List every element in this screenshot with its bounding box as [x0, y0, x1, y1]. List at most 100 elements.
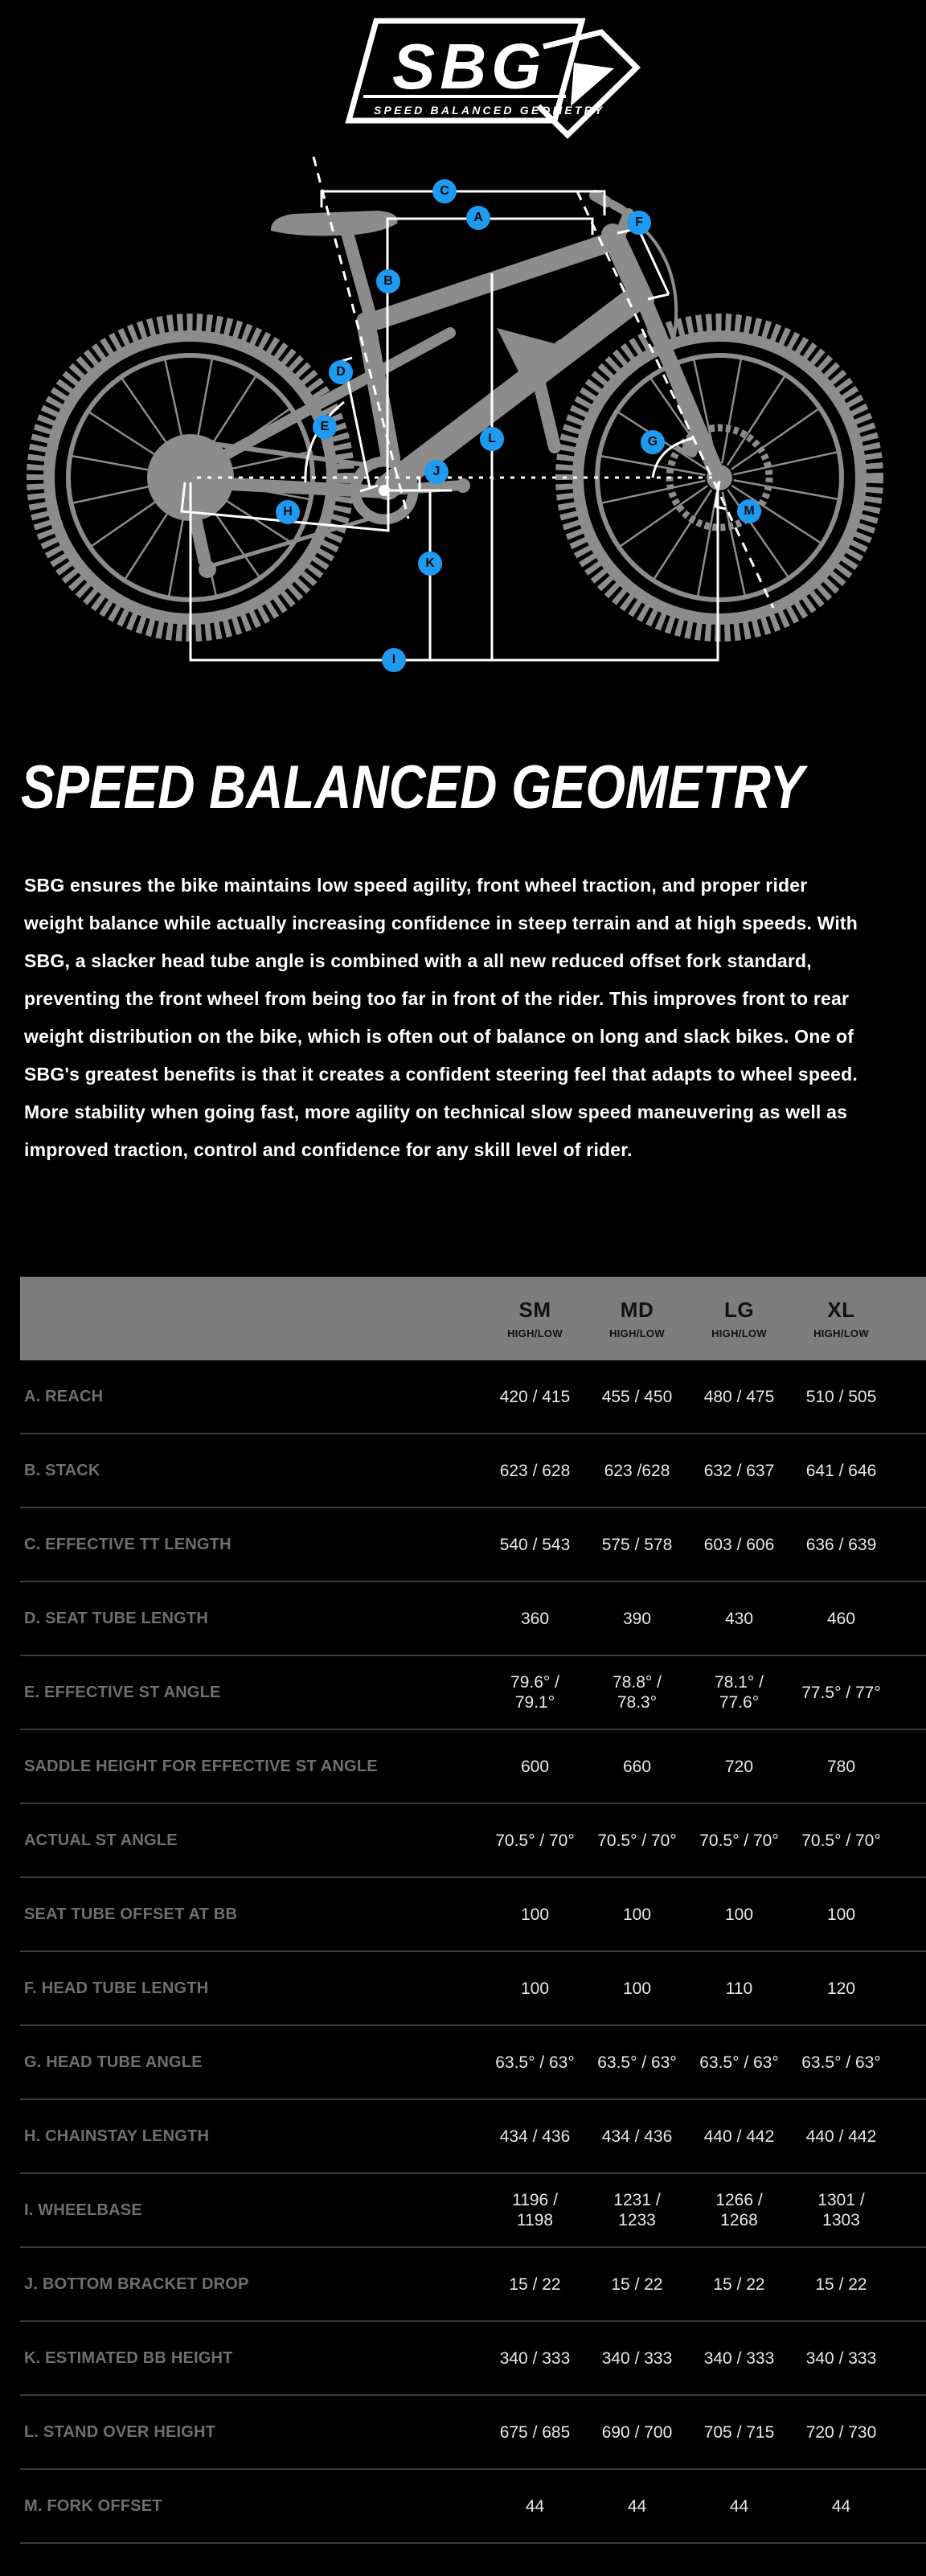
- top-tube: [368, 232, 622, 330]
- intro-paragraph: SBG ensures the bike maintains low speed…: [24, 875, 858, 1160]
- cell-xl: 63.5° / 63°: [801, 2053, 881, 2072]
- derailleur-icon: [188, 513, 211, 564]
- size-label: MD: [620, 1298, 654, 1322]
- row-label: I. WHEELBASE: [24, 2201, 142, 2219]
- cell-xl: 510 / 505: [805, 1387, 877, 1406]
- label-letter: L: [488, 432, 496, 445]
- diagram-label-i: I: [382, 648, 406, 672]
- table-row: SADDLE HEIGHT FOR EFFECTIVE ST ANGLE 600…: [20, 1730, 926, 1804]
- page-title: SPEED BALANCED GEOMETRY: [21, 753, 805, 822]
- down-tube: [375, 283, 652, 500]
- cell-lg: 632 / 637: [703, 1461, 775, 1480]
- row-label: H. CHAINSTAY LENGTH: [24, 2127, 210, 2145]
- cell-sm: 675 / 685: [499, 2422, 571, 2442]
- cell-xl: 340 / 333: [805, 2348, 877, 2368]
- row-label: D. SEAT TUBE LENGTH: [24, 1609, 208, 1627]
- cell-md: 455 / 450: [601, 1387, 673, 1406]
- cell-sm: 63.5° / 63°: [495, 2053, 575, 2072]
- cell-xl: 120: [826, 1979, 856, 1998]
- column-header-sm: SM HIGH/LOW: [484, 1298, 586, 1339]
- table-row: ACTUAL ST ANGLE 70.5° / 70° 70.5° / 70° …: [20, 1804, 926, 1878]
- table-row: D. SEAT TUBE LENGTH 360 390 430 460: [20, 1582, 926, 1656]
- cell-md: 78.8° / 78.3°: [613, 1673, 662, 1712]
- cell-md: 15 / 22: [611, 2275, 663, 2294]
- cell-md: 660: [622, 1757, 652, 1776]
- size-label: LG: [723, 1298, 755, 1322]
- rocker-link: [497, 328, 563, 376]
- label-letter: A: [473, 211, 483, 224]
- cell-xl: 15 / 22: [815, 2275, 867, 2294]
- logo-text: SBG: [392, 31, 546, 102]
- cell-lg: 110: [725, 1979, 753, 1998]
- label-letter: J: [432, 465, 440, 478]
- cell-md: 434 / 436: [601, 2127, 673, 2146]
- cell-lg: 603 / 606: [703, 1535, 775, 1554]
- table-row: B. STACK 623 / 628 623 /628 632 / 637 64…: [20, 1434, 926, 1508]
- row-label: SEAT TUBE OFFSET AT BB: [24, 1905, 238, 1923]
- column-header-md: MD HIGH/LOW: [586, 1298, 688, 1339]
- table-row: SEAT TUBE OFFSET AT BB 100 100 100 100: [20, 1878, 926, 1952]
- cell-xl: 70.5° / 70°: [801, 1831, 881, 1850]
- cell-sm: 100: [520, 1979, 550, 1998]
- cell-sm: 360: [520, 1609, 550, 1628]
- cell-sm: 434 / 436: [499, 2127, 571, 2146]
- cell-sm: 79.6° / 79.1°: [510, 1673, 559, 1712]
- cell-lg: 78.1° / 77.6°: [715, 1673, 764, 1712]
- cell-xl: 77.5° / 77°: [801, 1683, 881, 1702]
- row-label: F. HEAD TUBE LENGTH: [24, 1979, 209, 1997]
- cell-lg: 720: [724, 1757, 754, 1776]
- sbg-logo: SBG SPEED BALANCED GEOMETRY: [345, 18, 641, 139]
- label-letter: G: [647, 435, 658, 449]
- brake-caliper: [681, 429, 705, 457]
- cell-lg: 340 / 333: [703, 2348, 775, 2368]
- table-row: A. REACH 420 / 415 455 / 450 480 / 475 5…: [20, 1360, 926, 1434]
- row-label: ACTUAL ST ANGLE: [24, 1831, 178, 1849]
- cell-lg: 480 / 475: [703, 1387, 775, 1406]
- row-label: G. HEAD TUBE ANGLE: [24, 2053, 203, 2071]
- cell-lg: 440 / 442: [703, 2127, 775, 2146]
- cell-md: 340 / 333: [601, 2348, 673, 2368]
- diagram-label-d: D: [329, 360, 353, 384]
- label-letter: E: [320, 420, 330, 433]
- table-row: K. ESTIMATED BB HEIGHT 340 / 333 340 / 3…: [20, 2322, 926, 2396]
- cell-sm: 420 / 415: [499, 1387, 571, 1406]
- saddle: [270, 211, 398, 236]
- diagram-label-b: B: [376, 269, 400, 293]
- diagram-label-l: L: [480, 427, 504, 451]
- cell-xl: 636 / 639: [805, 1535, 877, 1554]
- row-label: B. STACK: [24, 1461, 100, 1479]
- size-label: SM: [518, 1298, 551, 1322]
- cell-sm: 623 / 628: [499, 1461, 571, 1480]
- table-row: C. EFFECTIVE TT LENGTH 540 / 543 575 / 5…: [20, 1508, 926, 1582]
- highlow-label: HIGH/LOW: [813, 1327, 869, 1339]
- table-row: J. BOTTOM BRACKET DROP 15 / 22 15 / 22 1…: [20, 2248, 926, 2322]
- table-header: SM HIGH/LOW MD HIGH/LOW LG HIGH/LOW XL H…: [20, 1277, 926, 1360]
- cell-md: 100: [622, 1979, 652, 1998]
- cell-xl: 1301 / 1303: [817, 2191, 865, 2229]
- cell-lg: 44: [729, 2496, 749, 2516]
- cell-md: 390: [622, 1609, 652, 1628]
- diagram-label-a: A: [466, 206, 490, 230]
- cell-xl: 641 / 646: [805, 1461, 877, 1480]
- cell-md: 44: [627, 2496, 647, 2516]
- seat-post: [341, 227, 378, 326]
- cell-sm: 70.5° / 70°: [495, 1831, 575, 1850]
- label-letter: C: [440, 184, 449, 198]
- pedal: [456, 478, 470, 493]
- measurement-lines: [180, 156, 775, 662]
- brake-cable: [611, 206, 703, 452]
- cell-xl: 100: [826, 1905, 856, 1924]
- cell-md: 690 / 700: [601, 2422, 673, 2442]
- row-label: E. EFFECTIVE ST ANGLE: [24, 1683, 221, 1701]
- cell-sm: 100: [520, 1905, 550, 1924]
- cell-lg: 100: [724, 1905, 754, 1924]
- label-letter: K: [425, 556, 435, 570]
- geometry-table-body: A. REACH 420 / 415 455 / 450 480 / 475 5…: [20, 1360, 926, 2544]
- row-label: L. STAND OVER HEIGHT: [24, 2422, 216, 2441]
- cell-lg: 430: [724, 1609, 754, 1628]
- cell-lg: 70.5° / 70°: [699, 1831, 779, 1850]
- row-label: J. BOTTOM BRACKET DROP: [24, 2275, 249, 2293]
- diagram-label-m: M: [737, 499, 761, 523]
- label-letter: I: [391, 653, 396, 667]
